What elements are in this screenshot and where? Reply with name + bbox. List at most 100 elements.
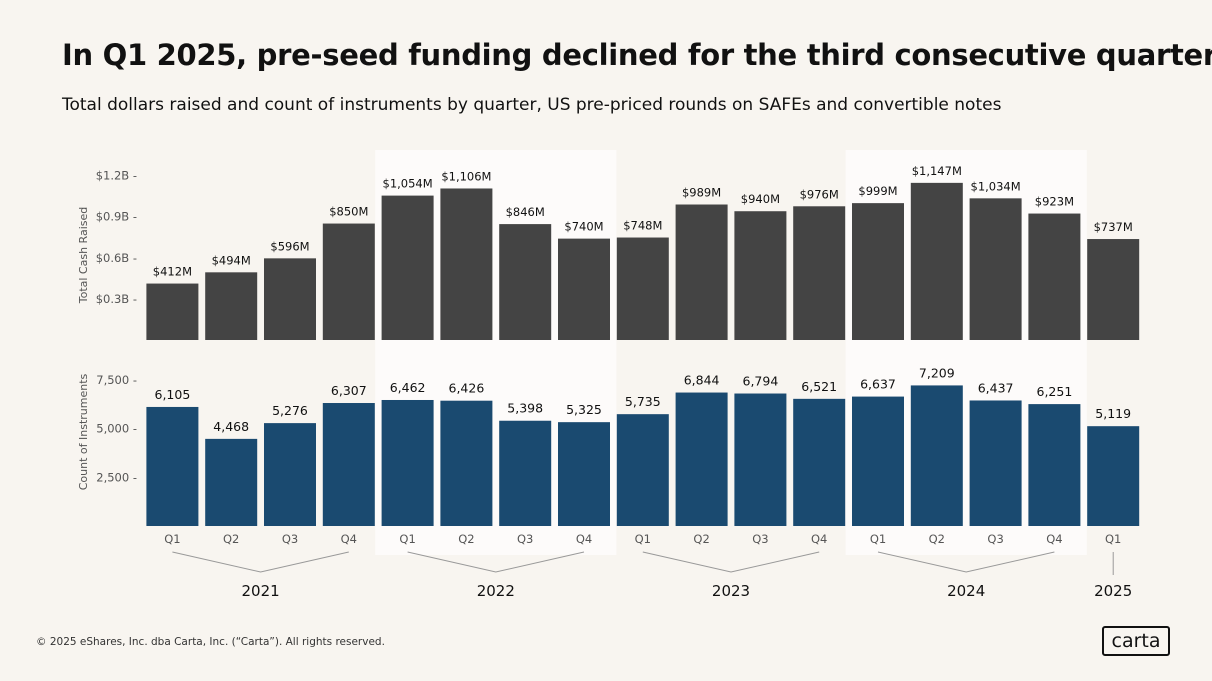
quarter-tick-label: Q1 — [164, 532, 180, 546]
cash-data-label: $846M — [506, 205, 545, 219]
year-label: 2024 — [947, 582, 985, 600]
count-data-label: 6,307 — [331, 383, 367, 398]
cash-data-label: $999M — [858, 184, 897, 198]
count-data-label: 6,105 — [155, 387, 191, 402]
cash-data-label: $494M — [212, 253, 251, 267]
count-bar — [146, 406, 199, 526]
quarter-tick-label: Q3 — [987, 532, 1003, 546]
cash-ytick-label: $1.2B - — [96, 169, 137, 183]
count-data-label: 6,844 — [684, 373, 720, 388]
count-data-label: 6,437 — [978, 380, 1014, 395]
quarter-tick-label: Q1 — [870, 532, 886, 546]
cash-data-label: $1,034M — [971, 179, 1021, 193]
count-data-label: 6,251 — [1037, 384, 1073, 399]
cash-ytick-label: $0.6B - — [96, 251, 137, 265]
count-bar — [322, 403, 375, 526]
year-bracket-2022 — [407, 551, 585, 573]
quarter-tick-label: Q2 — [223, 532, 239, 546]
quarter-tick-label: Q3 — [517, 532, 533, 546]
quarter-tick-label: Q3 — [752, 532, 768, 546]
count-data-label: 6,637 — [860, 377, 896, 392]
count-ytick-label: 2,500 - — [96, 470, 137, 484]
cash-bar — [1028, 213, 1081, 340]
cash-bar — [793, 206, 846, 340]
quarter-tick-label: Q1 — [1105, 532, 1121, 546]
count-bar — [1087, 426, 1140, 526]
count-y-axis-label: Count of Instruments — [77, 373, 90, 490]
cash-bar — [440, 188, 493, 340]
year-label: 2021 — [242, 582, 280, 600]
cash-data-label: $850M — [329, 205, 368, 219]
quarter-tick-label: Q2 — [693, 532, 709, 546]
chart-subtitle: Total dollars raised and count of instru… — [62, 95, 1002, 115]
count-bar — [499, 420, 552, 526]
carta-logo: carta — [1102, 626, 1170, 656]
cash-bar — [205, 272, 258, 340]
cash-data-label: $989M — [682, 186, 721, 200]
cash-bar — [675, 204, 728, 340]
cash-bar — [322, 223, 375, 340]
count-ytick-label: 5,000 - — [96, 422, 137, 436]
cash-ytick-label: $0.9B - — [96, 210, 137, 224]
count-bar — [264, 423, 316, 526]
cash-data-label: $412M — [153, 265, 192, 279]
count-bar — [969, 400, 1022, 526]
cash-data-label: $737M — [1094, 220, 1133, 234]
cash-data-label: $923M — [1035, 195, 1074, 209]
count-ytick-label: 7,500 - — [96, 373, 137, 387]
count-bar — [616, 414, 669, 526]
cash-bar — [381, 195, 434, 340]
count-bar — [793, 398, 846, 526]
cash-bar — [734, 211, 787, 340]
year-bracket-2024 — [877, 551, 1055, 573]
year-label: 2025 — [1094, 582, 1132, 600]
cash-data-label: $1,147M — [912, 164, 962, 178]
year-bracket-2023 — [642, 551, 820, 573]
cash-data-label: $940M — [741, 192, 780, 206]
cash-bar — [499, 224, 552, 340]
count-data-label: 5,119 — [1095, 406, 1131, 421]
count-data-label: 6,426 — [449, 381, 485, 396]
count-bar — [1028, 404, 1081, 526]
cash-y-axis-label: Total Cash Raised — [77, 207, 90, 305]
cash-bar — [264, 258, 316, 340]
copyright-footer: © 2025 eShares, Inc. dba Carta, Inc. (“C… — [36, 636, 385, 648]
count-data-label: 5,276 — [272, 403, 308, 418]
cash-data-label: $596M — [270, 239, 309, 253]
count-data-label: 6,521 — [801, 379, 837, 394]
cash-data-label: $976M — [800, 187, 839, 201]
cash-ytick-label: $0.3B - — [96, 292, 137, 306]
count-data-label: 7,209 — [919, 365, 955, 380]
cash-bar — [1087, 239, 1140, 340]
chart-title: In Q1 2025, pre-seed funding declined fo… — [62, 38, 1212, 72]
quarter-tick-label: Q4 — [811, 532, 827, 546]
count-bar — [734, 393, 787, 526]
quarter-tick-label: Q4 — [341, 532, 357, 546]
quarter-tick-label: Q1 — [399, 532, 415, 546]
count-data-label: 6,462 — [390, 380, 426, 395]
quarter-tick-label: Q3 — [282, 532, 298, 546]
year-label: 2023 — [712, 582, 750, 600]
year-bracket-2021 — [172, 551, 349, 573]
count-bar — [675, 392, 728, 526]
cash-bar — [969, 198, 1022, 340]
count-bar — [381, 399, 434, 526]
count-bar — [205, 438, 258, 526]
count-bar — [910, 385, 963, 526]
cash-bar — [910, 182, 963, 340]
count-data-label: 5,325 — [566, 402, 602, 417]
quarter-tick-label: Q4 — [1046, 532, 1062, 546]
cash-data-label: $740M — [564, 220, 603, 234]
cash-data-label: $748M — [623, 219, 662, 233]
cash-data-label: $1,054M — [383, 177, 433, 191]
cash-bar — [146, 283, 199, 340]
cash-bar — [616, 237, 669, 340]
cash-data-label: $1,106M — [441, 169, 491, 183]
count-data-label: 6,794 — [743, 374, 779, 389]
count-data-label: 5,398 — [507, 401, 543, 416]
count-bar — [852, 396, 904, 526]
quarter-tick-label: Q1 — [635, 532, 651, 546]
count-bar — [558, 422, 610, 526]
cash-bar — [558, 238, 610, 340]
